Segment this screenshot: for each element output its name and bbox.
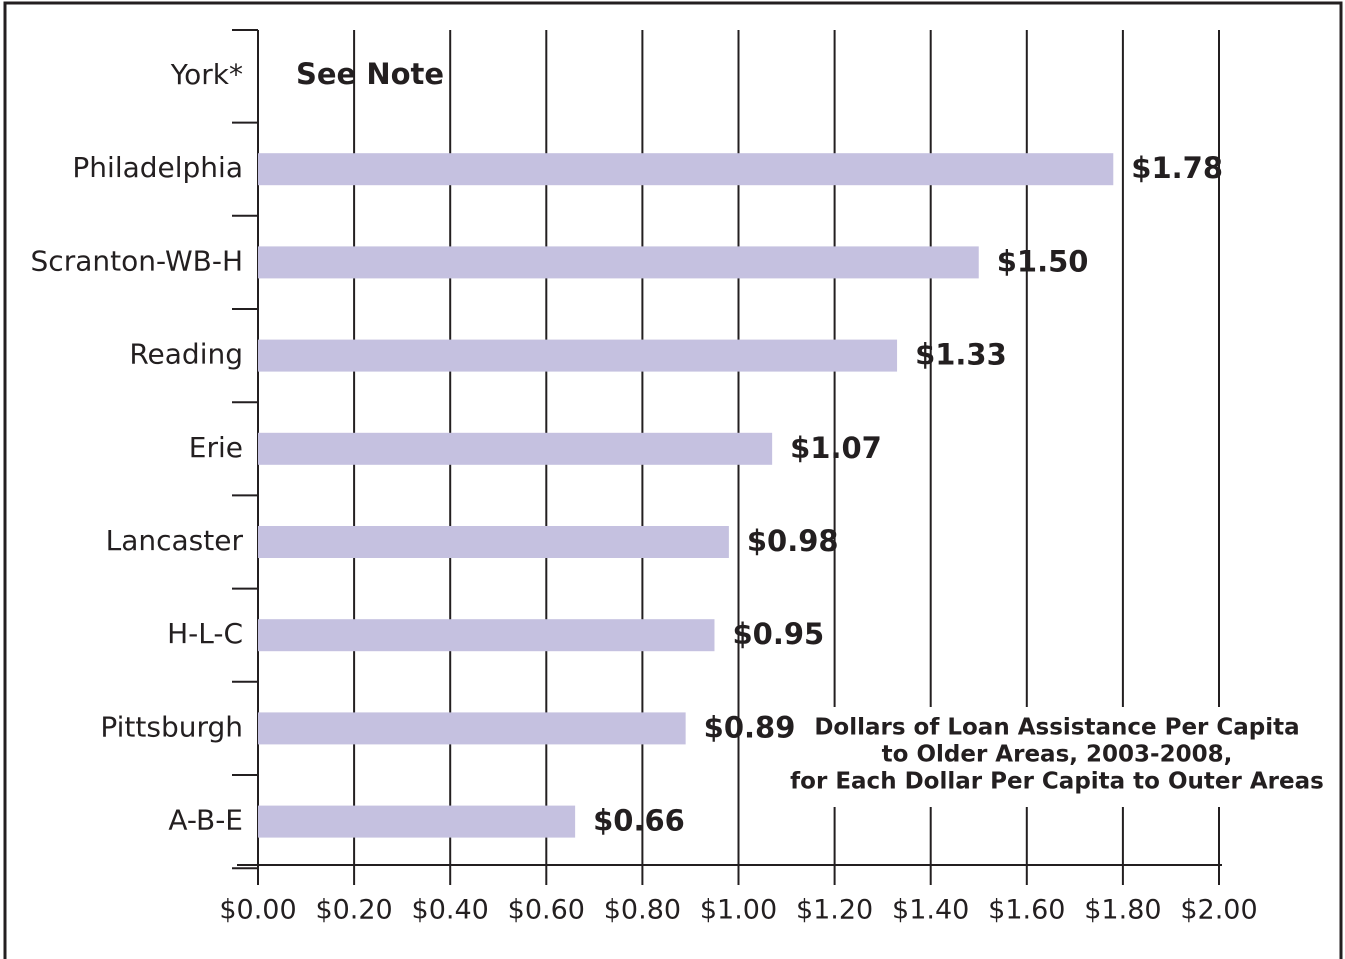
value-label: $1.50 (997, 244, 1089, 278)
y-tick-label: York* (170, 58, 243, 91)
x-tick-label: $0.00 (219, 895, 296, 926)
y-tick-label: Lancaster (106, 524, 244, 557)
bar (258, 712, 686, 745)
x-tick-label: $0.40 (412, 895, 489, 926)
x-tick-label: $1.80 (1084, 895, 1161, 926)
y-tick-label: Philadelphia (72, 151, 243, 184)
value-label: $0.89 (704, 710, 796, 744)
y-tick-label: Reading (129, 338, 243, 371)
x-tick-label: $1.20 (796, 895, 873, 926)
bar (258, 339, 898, 372)
value-label: $0.66 (593, 804, 685, 838)
x-tick-label: $1.00 (700, 895, 777, 926)
value-label: $0.95 (732, 617, 824, 651)
annotation-bg (820, 707, 1300, 807)
value-label: $1.07 (790, 431, 882, 465)
bar (258, 619, 715, 652)
bar (258, 153, 1114, 186)
value-label: $1.33 (915, 338, 1007, 372)
y-tick-label: H-L-C (167, 617, 243, 650)
frame (3, 1, 1343, 959)
x-tick-label: $1.60 (988, 895, 1065, 926)
bar (258, 432, 773, 465)
value-label: $1.78 (1131, 151, 1223, 185)
y-tick-label: Erie (189, 431, 243, 464)
y-tick-label: Scranton-WB-H (31, 244, 243, 277)
bar (258, 246, 979, 279)
y-tick-label: A-B-E (168, 804, 243, 837)
annotation: to Older Areas, 2003-2008, (882, 742, 1233, 768)
x-tick-label: $0.20 (315, 895, 392, 926)
bar (258, 805, 576, 838)
x-tick-label: $0.60 (508, 895, 585, 926)
note: See Note (296, 57, 444, 91)
value-label: $0.98 (747, 524, 839, 558)
annotation: for Each Dollar Per Capita to Outer Area… (790, 769, 1324, 795)
bar (258, 526, 729, 558)
y-tick-label: Pittsburgh (100, 710, 243, 743)
x-tick-label: $1.40 (892, 895, 969, 926)
x-tick-label: $0.80 (604, 895, 681, 926)
x-tick-label: $2.00 (1180, 895, 1257, 926)
annotation: Dollars of Loan Assistance Per Capita (814, 715, 1299, 741)
